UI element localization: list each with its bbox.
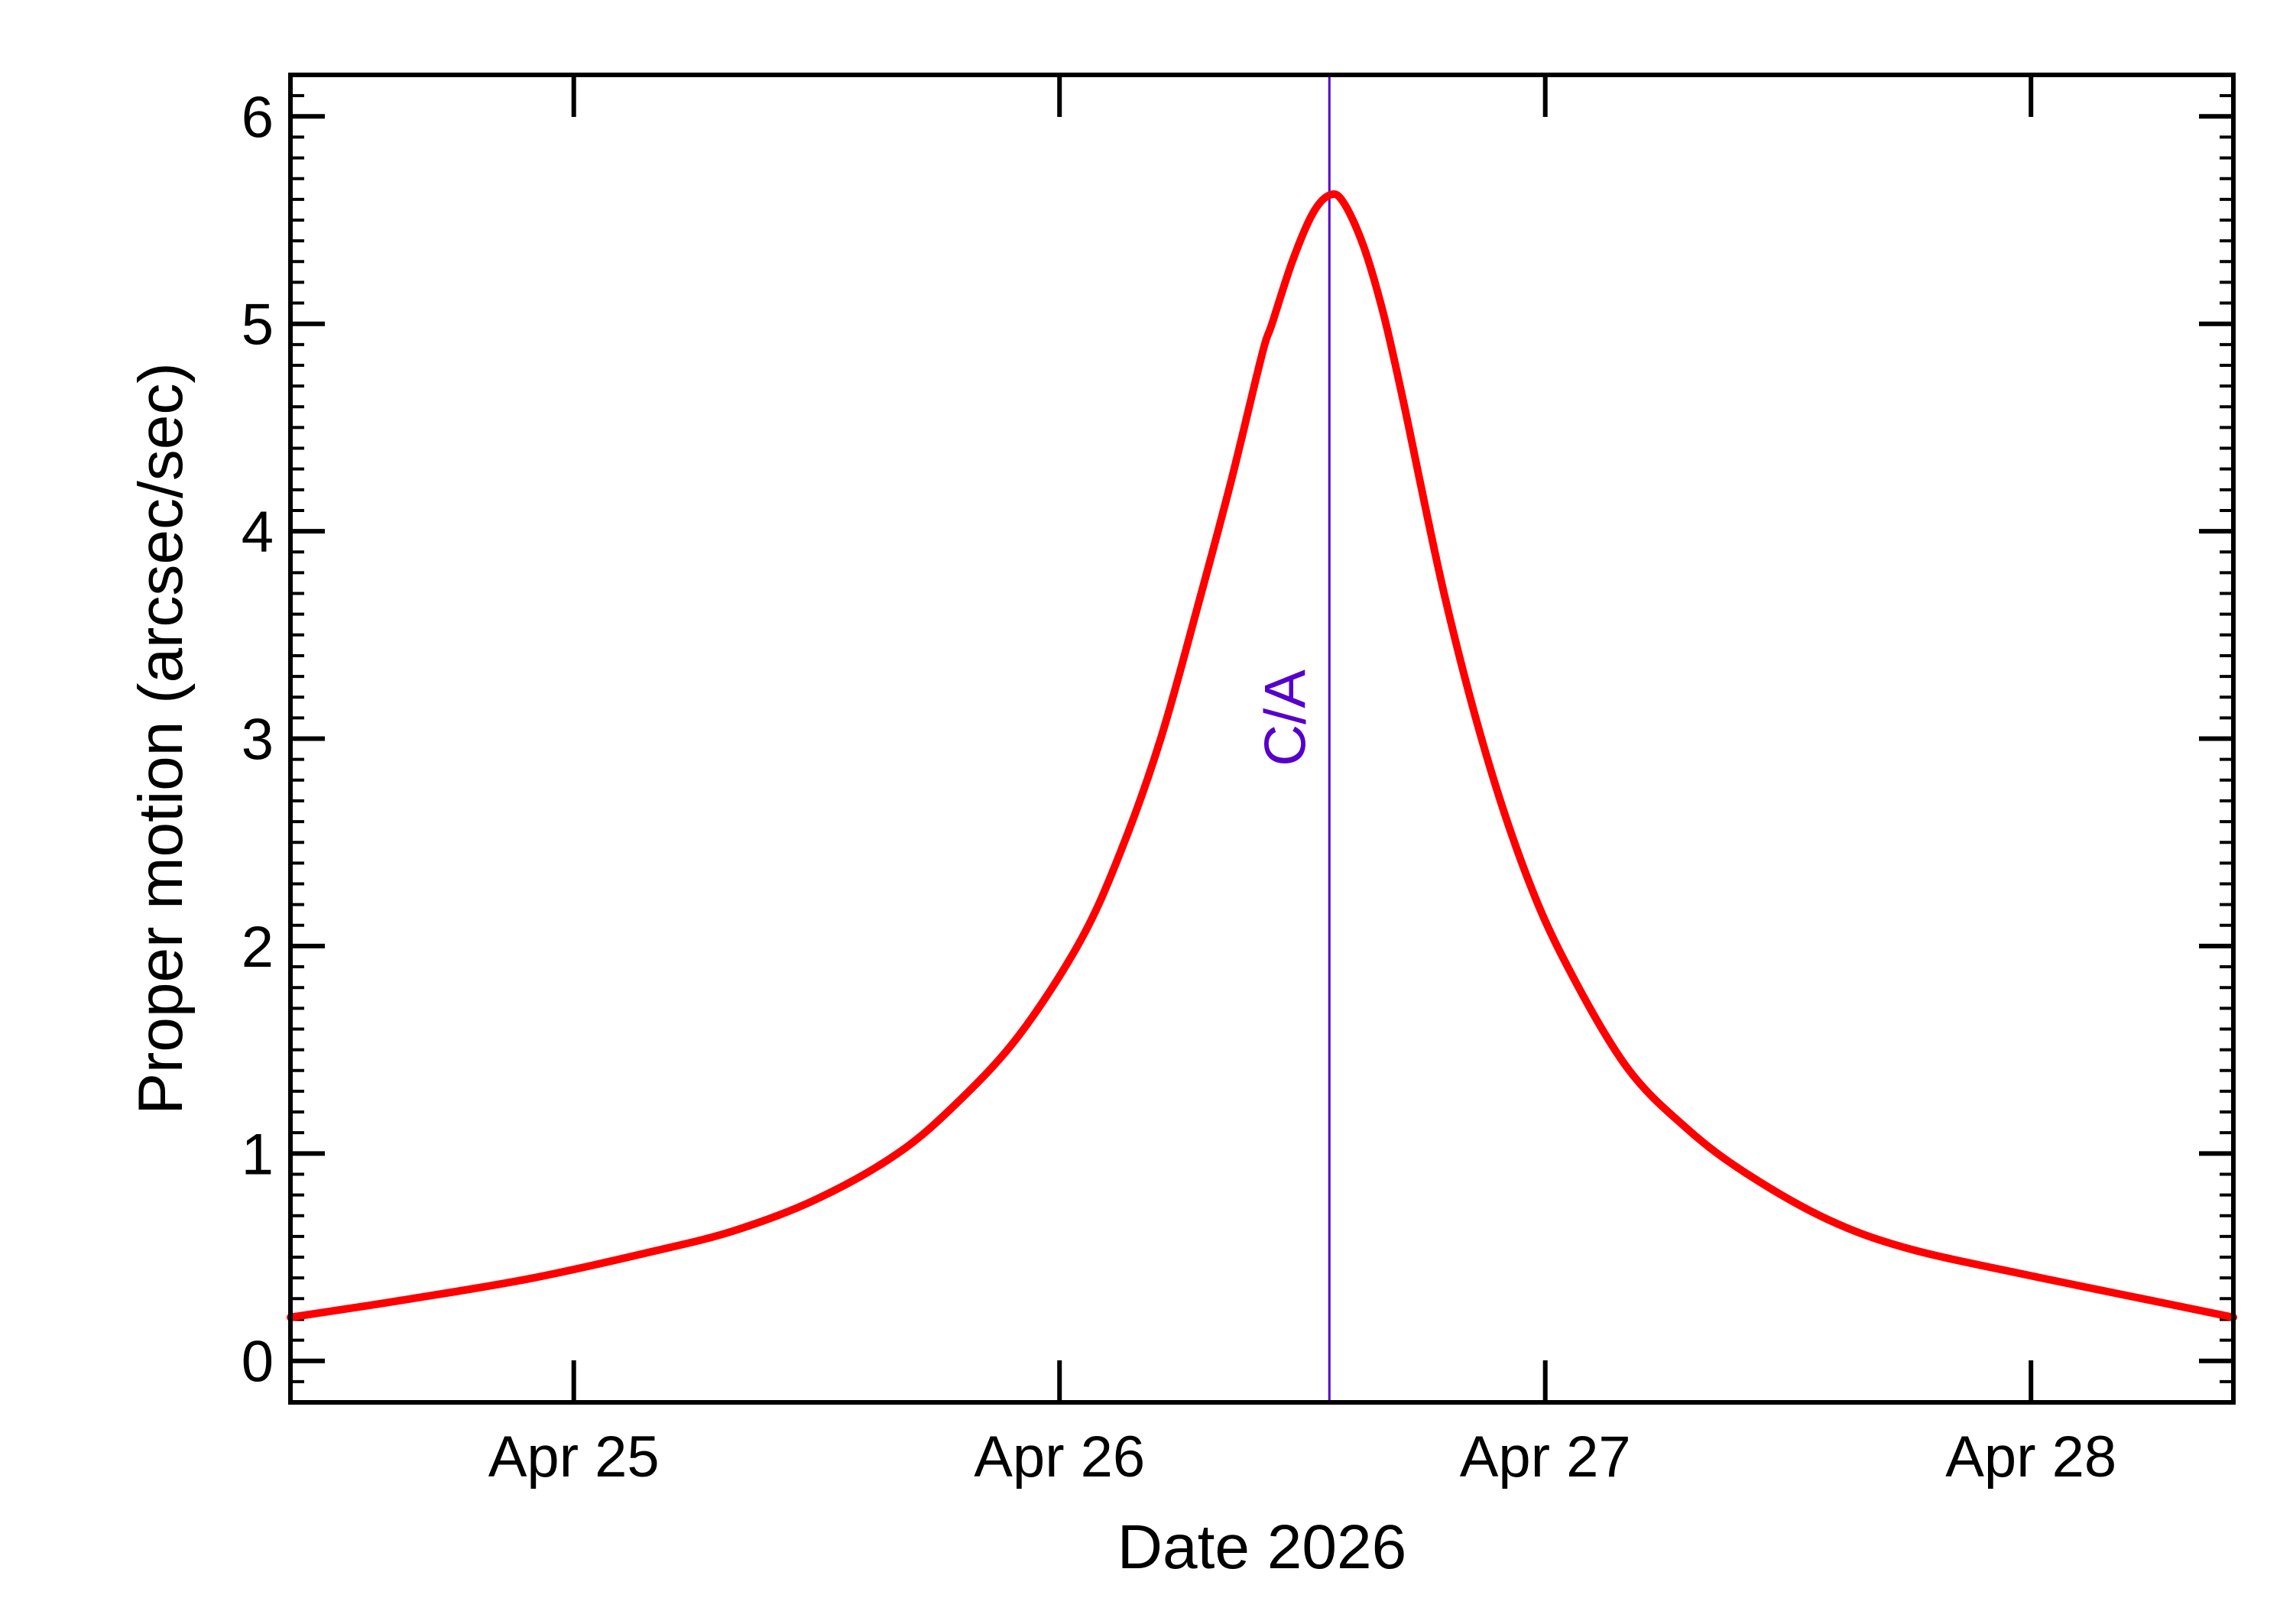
y-tick-label: 1: [242, 1122, 274, 1187]
x-tick-label: Apr 25: [488, 1425, 660, 1489]
y-tick-label: 2: [242, 915, 274, 980]
plot-frame: [288, 73, 2236, 1405]
x-axis-title: Date 2026: [1117, 1512, 1406, 1582]
y-tick-label: 4: [242, 500, 274, 565]
y-axis-title: Proper motion (arcsec/sec): [126, 362, 196, 1114]
x-tick-label: Apr 27: [1460, 1425, 1631, 1489]
x-tick-label: Apr 28: [1945, 1425, 2116, 1489]
closest-approach-label: C/A: [1253, 669, 1318, 767]
y-tick-label: 6: [242, 85, 274, 150]
major-ticks: [290, 75, 2233, 1402]
x-tick-label: Apr 26: [974, 1425, 1145, 1489]
y-tick-label: 5: [242, 293, 274, 358]
proper-motion-series-line: [287, 190, 2237, 1321]
y-tick-label: 3: [242, 708, 274, 773]
closest-approach-marker: C/A: [1253, 75, 1331, 1402]
y-tick-labels: 0 1 2 3 4 5 6: [242, 85, 274, 1394]
x-tick-labels: Apr 25 Apr 26 Apr 27 Apr 28: [488, 1425, 2116, 1489]
y-tick-label: 0: [242, 1330, 274, 1395]
